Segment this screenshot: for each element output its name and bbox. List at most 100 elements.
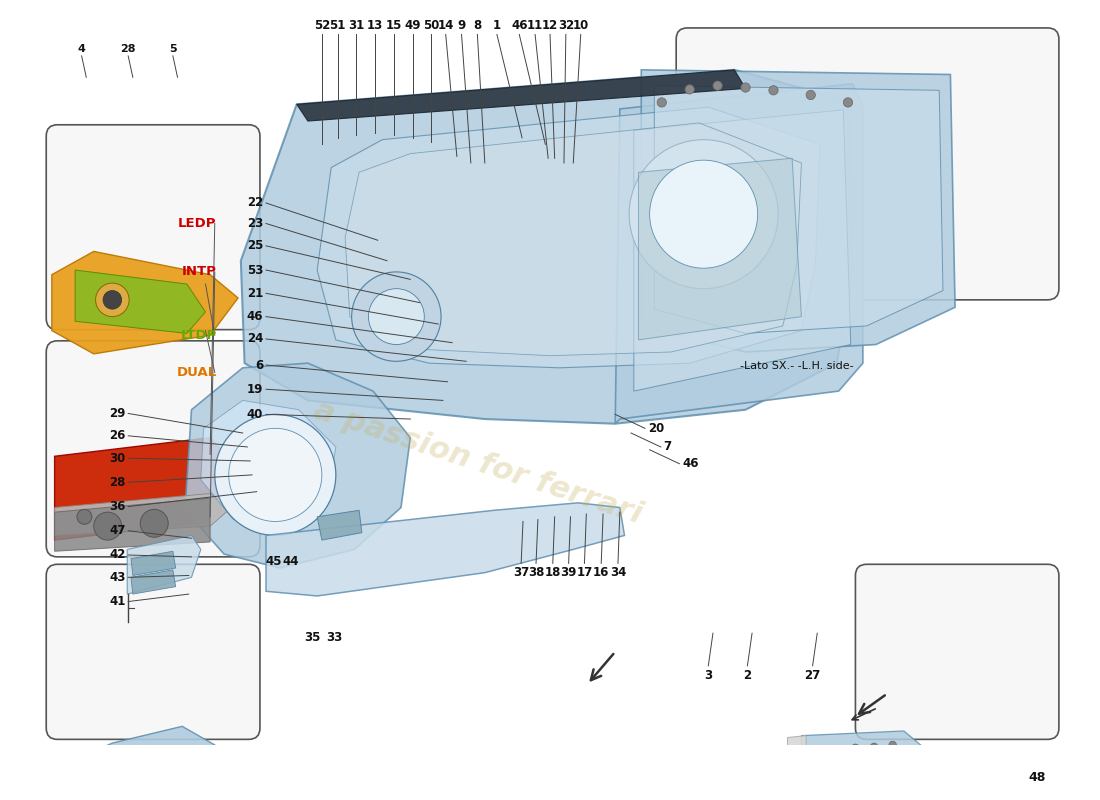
- Circle shape: [629, 140, 778, 289]
- Circle shape: [77, 510, 92, 524]
- Polygon shape: [297, 70, 746, 121]
- Polygon shape: [55, 498, 210, 551]
- Text: 13: 13: [366, 18, 383, 32]
- Text: 29: 29: [109, 407, 125, 420]
- Polygon shape: [641, 70, 955, 352]
- Text: 8: 8: [473, 18, 482, 32]
- Text: 30: 30: [109, 452, 125, 465]
- Polygon shape: [266, 503, 625, 596]
- Polygon shape: [55, 438, 231, 540]
- Text: DUAL: DUAL: [176, 366, 217, 379]
- Text: 24: 24: [246, 333, 263, 346]
- Text: 19: 19: [246, 382, 263, 396]
- Circle shape: [141, 510, 168, 538]
- Text: 20: 20: [648, 422, 664, 435]
- Polygon shape: [201, 401, 336, 529]
- Text: 36: 36: [109, 500, 125, 513]
- Polygon shape: [802, 731, 932, 800]
- Text: 4: 4: [78, 44, 86, 54]
- Polygon shape: [128, 535, 201, 594]
- Text: 47: 47: [109, 524, 125, 538]
- Circle shape: [833, 746, 840, 754]
- Polygon shape: [317, 107, 820, 368]
- Text: 7: 7: [663, 441, 672, 454]
- Text: 41: 41: [109, 595, 125, 608]
- FancyBboxPatch shape: [46, 125, 260, 330]
- Text: LEDP: LEDP: [178, 217, 217, 230]
- Polygon shape: [241, 70, 852, 424]
- Circle shape: [650, 160, 758, 268]
- Text: 21: 21: [246, 287, 263, 300]
- Text: 50: 50: [422, 18, 439, 32]
- Text: 38: 38: [528, 566, 544, 579]
- Text: 49: 49: [405, 18, 421, 32]
- Polygon shape: [317, 510, 362, 540]
- Circle shape: [94, 512, 122, 540]
- Circle shape: [713, 81, 723, 90]
- Text: 9: 9: [458, 18, 465, 32]
- Circle shape: [103, 290, 122, 309]
- Text: INTP: INTP: [182, 266, 217, 278]
- Text: 15: 15: [385, 18, 402, 32]
- Polygon shape: [131, 551, 176, 575]
- Circle shape: [368, 289, 425, 345]
- Polygon shape: [75, 270, 206, 334]
- Text: 6: 6: [255, 358, 263, 371]
- Text: 2: 2: [744, 669, 751, 682]
- Text: 39: 39: [560, 566, 576, 579]
- Circle shape: [657, 98, 667, 107]
- Circle shape: [812, 749, 820, 756]
- Text: 14: 14: [438, 18, 454, 32]
- Polygon shape: [82, 782, 103, 800]
- Circle shape: [844, 98, 852, 107]
- Text: a passion for ferrari: a passion for ferrari: [310, 395, 646, 529]
- Polygon shape: [788, 736, 806, 800]
- Polygon shape: [654, 86, 943, 334]
- Text: 16: 16: [593, 566, 609, 579]
- Text: 23: 23: [246, 217, 263, 230]
- Text: 53: 53: [246, 263, 263, 277]
- Circle shape: [806, 90, 815, 100]
- Circle shape: [741, 83, 750, 92]
- Text: 40: 40: [246, 408, 263, 421]
- Text: 44: 44: [283, 555, 299, 568]
- Text: 5: 5: [169, 44, 177, 54]
- Text: 31: 31: [349, 18, 364, 32]
- FancyBboxPatch shape: [46, 564, 260, 739]
- Circle shape: [769, 86, 778, 95]
- Polygon shape: [615, 84, 862, 424]
- Text: 10: 10: [573, 18, 588, 32]
- FancyBboxPatch shape: [856, 564, 1059, 739]
- Text: 34: 34: [609, 566, 626, 579]
- Text: 43: 43: [109, 571, 125, 584]
- Circle shape: [889, 742, 896, 749]
- Polygon shape: [634, 110, 850, 391]
- Text: 46: 46: [512, 18, 528, 32]
- Text: 22: 22: [246, 197, 263, 210]
- Text: 52: 52: [314, 18, 330, 32]
- Polygon shape: [52, 251, 238, 354]
- Circle shape: [229, 428, 322, 522]
- Text: 25: 25: [246, 239, 263, 252]
- Polygon shape: [55, 494, 231, 535]
- Text: 28: 28: [109, 476, 125, 489]
- Text: -Lato SX.- -L.H. side-: -Lato SX.- -L.H. side-: [740, 362, 854, 371]
- Text: 42: 42: [109, 549, 125, 562]
- Circle shape: [851, 744, 859, 751]
- Text: 32: 32: [558, 18, 574, 32]
- Polygon shape: [185, 363, 410, 568]
- Text: 12: 12: [542, 18, 558, 32]
- Circle shape: [685, 85, 694, 94]
- Text: LTDP: LTDP: [180, 329, 217, 342]
- Text: 27: 27: [804, 669, 821, 682]
- Text: 46: 46: [682, 458, 698, 470]
- Text: 37: 37: [513, 566, 529, 579]
- Polygon shape: [131, 570, 176, 594]
- Polygon shape: [66, 726, 214, 800]
- Circle shape: [870, 743, 878, 750]
- Text: 3: 3: [704, 669, 713, 682]
- Circle shape: [352, 272, 441, 362]
- Text: 26: 26: [109, 430, 125, 442]
- FancyBboxPatch shape: [676, 28, 1059, 300]
- Text: 1: 1: [493, 18, 500, 32]
